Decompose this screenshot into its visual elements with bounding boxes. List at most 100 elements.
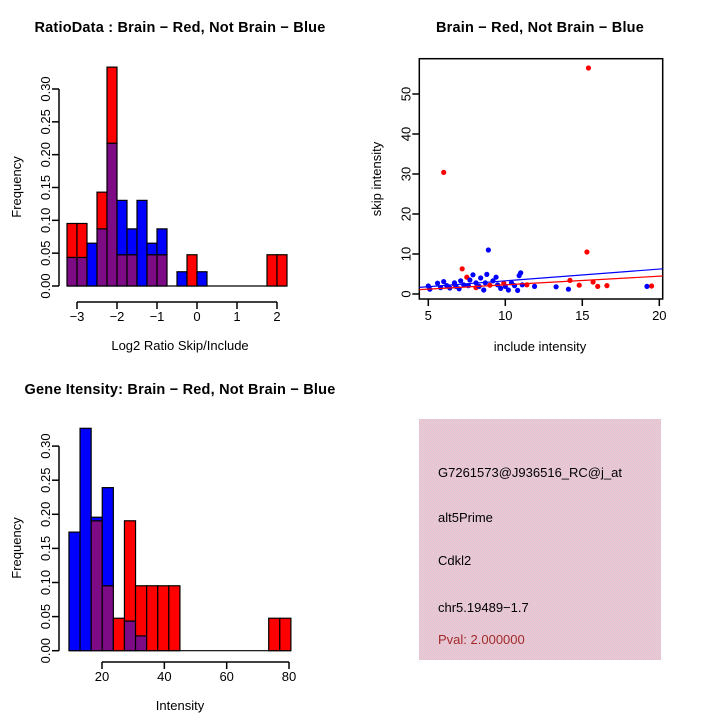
x-tick-label: 15 <box>575 308 589 323</box>
y-tick-label: 0.05 <box>38 241 53 266</box>
hist-bar-overlap <box>106 142 118 287</box>
hist-bar-red <box>268 617 281 652</box>
gene-histogram-xlabel: Intensity <box>155 698 205 713</box>
scatter-ylabel: skip intensity <box>369 141 384 217</box>
scatter-point-blue <box>470 272 476 278</box>
x-tick-label: −3 <box>70 309 85 324</box>
hist-bar-overlap <box>96 228 108 287</box>
gene-info-box: G7261573@J936516_RC@j_at alt5Prime Cdkl2… <box>419 419 661 660</box>
hist-bar-overlap <box>156 254 168 287</box>
x-tick-label: −1 <box>150 309 165 324</box>
y-tick-label: 0.25 <box>38 109 53 134</box>
y-tick-label: 0.05 <box>38 604 53 629</box>
pval-text: Pval: 2.000000 <box>438 632 525 647</box>
hist-bar-overlap <box>146 254 158 287</box>
x-tick-label: 5 <box>425 308 432 323</box>
scatter-point-red <box>459 266 465 272</box>
hist-bar-blue <box>86 242 98 287</box>
scatter-point-blue <box>553 284 559 290</box>
hist-bar-blue <box>68 531 81 652</box>
y-tick-label: 40 <box>398 127 413 141</box>
y-tick-label: 0.15 <box>38 536 53 561</box>
hist-bar-red <box>157 585 170 652</box>
hist-bar-overlap <box>123 620 137 652</box>
scatter-point-blue <box>498 285 504 291</box>
y-tick-label: 0 <box>398 290 413 297</box>
scatter-point-blue <box>565 286 572 292</box>
scatter-point-red <box>604 283 610 289</box>
x-tick-label: −2 <box>110 309 125 324</box>
scatter-point-blue <box>531 283 538 289</box>
scatter-point-red <box>441 169 447 175</box>
y-tick-label: 30 <box>398 167 413 181</box>
hist-bar-overlap <box>101 585 114 652</box>
scatter-xlabel: include intensity <box>493 339 587 354</box>
y-tick-label: 10 <box>398 247 413 261</box>
scatter-point-blue <box>481 287 487 293</box>
x-tick-label: 60 <box>219 669 233 684</box>
y-tick-label: 0.00 <box>38 273 53 298</box>
scatter-point-blue <box>518 270 524 276</box>
scatter-point-blue <box>467 277 473 283</box>
chromosome-text: chr5.19489−1.7 <box>438 600 529 615</box>
scatter-point-blue <box>519 282 525 288</box>
scatter-point-blue <box>485 247 491 253</box>
y-tick-label: 0.15 <box>38 175 53 200</box>
scatter-point-blue <box>478 275 484 281</box>
hist-bar-blue <box>126 228 138 256</box>
panel-intensity-scatter: 0 10 20 30 40 50 5 10 15 20 Brain − Red, Not Brai… <box>360 0 720 360</box>
hist-bar-blue <box>116 199 128 256</box>
gene-histogram-title: Gene Itensity: Brain − Red, Not Brain − … <box>24 382 336 398</box>
hist-bar-overlap <box>126 254 138 287</box>
scatter-point-red <box>584 249 590 255</box>
y-tick-label: 0.20 <box>38 142 53 167</box>
x-tick-label: 2 <box>273 309 280 324</box>
y-tick-label: 20 <box>398 207 413 221</box>
scatter-point-blue <box>515 287 521 293</box>
hist-bar-blue <box>136 199 148 287</box>
ratio-histogram-plot: 0.00 0.05 0.10 0.15 0.20 0.25 0.30 −3 −2 −1 0 1 2 <box>38 66 288 324</box>
hist-bar-red <box>96 191 108 230</box>
x-tick-label: 20 <box>95 669 109 684</box>
scatter-point-blue <box>441 279 447 285</box>
scatter-point-blue <box>505 287 511 293</box>
scatter-point-red <box>567 277 573 283</box>
y-tick-label: 0.00 <box>38 638 53 663</box>
hist-bar-red <box>123 520 137 622</box>
hist-bar-red <box>279 617 292 652</box>
hist-bar-red <box>266 254 278 287</box>
hist-bar-blue <box>90 516 103 522</box>
gene-histogram-plot: 0.00 0.05 0.10 0.15 0.20 0.25 0.30 20 40 60 80 <box>38 427 296 684</box>
hist-bar-red <box>112 617 126 652</box>
ratio-histogram-xlabel: Log2 Ratio Skip/Include <box>111 338 249 353</box>
y-tick-label: 0.10 <box>38 570 53 595</box>
ratio-histogram-ylabel: Frequency <box>9 156 24 218</box>
hist-bar-blue <box>79 427 92 652</box>
hist-bar-blue <box>176 271 188 287</box>
hist-bar-blue <box>196 271 208 287</box>
hist-bar-red <box>76 222 88 259</box>
hist-bar-blue <box>156 228 168 256</box>
hist-bar-overlap <box>66 256 78 287</box>
x-tick-label: 80 <box>282 669 296 684</box>
gene-name-text: Cdkl2 <box>438 553 472 568</box>
hist-bar-red <box>106 66 118 144</box>
fit-line-blue <box>419 268 663 288</box>
panel-gene-info: G7261573@J936516_RC@j_at alt5Prime Cdkl2… <box>360 360 720 720</box>
x-tick-label: 40 <box>157 669 171 684</box>
x-tick-label: 1 <box>233 309 240 324</box>
hist-bar-red <box>66 222 78 259</box>
intensity-scatter-plot: 0 10 20 30 40 50 5 10 15 20 <box>398 57 667 323</box>
scatter-point-red <box>576 282 582 288</box>
scatter-point-red <box>649 283 655 289</box>
hist-bar-overlap <box>76 256 88 287</box>
panel-gene-intensity-histogram: 0.00 0.05 0.10 0.15 0.20 0.25 0.30 20 40 60 80 Gen… <box>0 360 360 720</box>
y-tick-label: 0.30 <box>38 433 53 458</box>
y-tick-label: 0.20 <box>38 502 53 527</box>
scatter-point-blue <box>434 280 441 286</box>
scatter-title: Brain − Red, Not Brain − Blue <box>435 20 645 36</box>
scatter-point-red <box>585 65 592 71</box>
hist-bar-red <box>134 585 148 637</box>
y-tick-label: 50 <box>398 87 413 101</box>
hist-bar-red <box>276 254 288 287</box>
